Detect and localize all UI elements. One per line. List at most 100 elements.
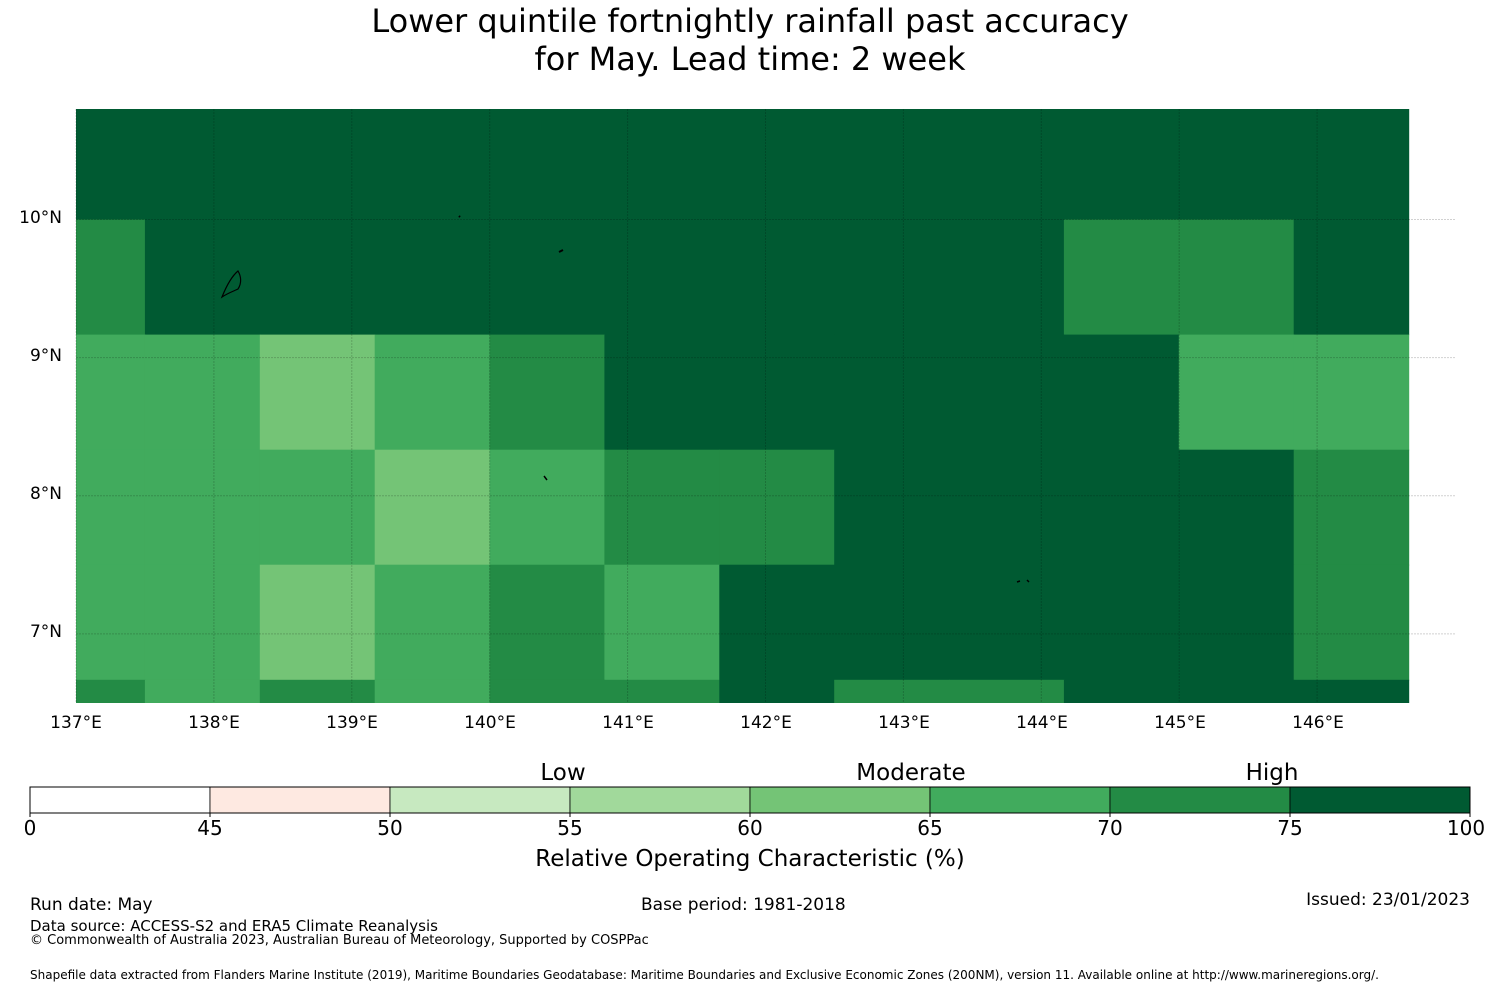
- island-outline: [220, 270, 242, 299]
- heatmap-cell: [604, 449, 720, 566]
- heatmap-cell: [374, 334, 491, 451]
- colorbar-label: Relative Operating Characteristic (%): [535, 846, 965, 872]
- x-tick-label: 143°E: [878, 713, 930, 733]
- x-tick-label: 141°E: [602, 713, 654, 733]
- heatmap-cell: [374, 219, 491, 336]
- heatmap-cell: [374, 679, 491, 703]
- heatmap-cells: [76, 109, 1410, 703]
- heatmap-cell: [604, 679, 720, 703]
- heatmap-cell: [489, 219, 606, 336]
- heatmap-cell: [1063, 219, 1180, 336]
- heatmap-cell: [949, 219, 1065, 336]
- island-outline: [558, 249, 564, 253]
- heatmap-cell: [1293, 679, 1410, 703]
- y-tick-label: 10°N: [19, 208, 62, 228]
- x-tick-label: 142°E: [740, 713, 792, 733]
- band-label-low: Low: [540, 760, 586, 786]
- colorbar-tick-label: 60: [737, 816, 763, 840]
- colorbar-tick-label: 100: [1446, 816, 1486, 840]
- heatmap-cell: [489, 334, 606, 451]
- island-outline: [543, 475, 548, 481]
- heatmap-cell: [259, 564, 376, 681]
- heatmap-cell: [1063, 109, 1180, 221]
- heatmap-cell: [1178, 679, 1295, 703]
- heatmap-cell: [949, 449, 1065, 566]
- heatmap-cell: [834, 449, 950, 566]
- heatmap-cell: [144, 564, 261, 681]
- y-tick-label: 9°N: [29, 346, 62, 366]
- heatmap-cell: [374, 564, 491, 681]
- heatmap-cell: [259, 679, 376, 703]
- heatmap-cell: [1293, 564, 1410, 681]
- heatmap-cell: [719, 219, 835, 336]
- heatmap-cell: [949, 109, 1065, 221]
- y-tick-label: 7°N: [29, 622, 62, 642]
- copyright: © Commonwealth of Australia 2023, Austra…: [30, 933, 649, 948]
- band-label-moderate: Moderate: [856, 760, 966, 786]
- heatmap-cell: [604, 219, 720, 336]
- heatmap-cell: [489, 109, 606, 221]
- heatmap-cell: [144, 679, 261, 703]
- heatmap-cell: [259, 334, 376, 451]
- base-period: Base period: 1981-2018: [641, 895, 846, 915]
- heatmap-cell: [834, 334, 950, 451]
- data-source: Data source: ACCESS-S2 and ERA5 Climate …: [30, 917, 438, 935]
- heatmap-cell: [604, 109, 720, 221]
- island-outline: [458, 215, 461, 218]
- heatmap-cell: [719, 334, 835, 451]
- heatmap-cell: [834, 109, 950, 221]
- heatmap-cell: [1063, 564, 1180, 681]
- heatmap-cell: [1178, 564, 1295, 681]
- heatmap-cell: [604, 564, 720, 681]
- chart-title-line2: for May. Lead time: 2 week: [534, 40, 966, 78]
- colorbar-tick-label: 50: [377, 816, 403, 840]
- chart-title: Lower quintile fortnightly rainfall past…: [0, 2, 1500, 78]
- chart-title-line1: Lower quintile fortnightly rainfall past…: [371, 2, 1129, 40]
- colorbar-tick-label: 65: [917, 816, 943, 840]
- x-tick-label: 140°E: [464, 713, 516, 733]
- y-tick-label: 8°N: [29, 484, 62, 504]
- heatmap-cell: [949, 679, 1065, 703]
- colorbar-tick-label: 45: [197, 816, 223, 840]
- heatmap-cell: [259, 219, 376, 336]
- heatmap-cell: [489, 449, 606, 566]
- x-tick-label: 144°E: [1016, 713, 1068, 733]
- colorbar-tick-label: 70: [1097, 816, 1123, 840]
- heatmap-cell: [1063, 334, 1180, 451]
- heatmap-cell: [719, 564, 835, 681]
- heatmap-cell: [76, 449, 146, 566]
- heatmap-cell: [719, 679, 835, 703]
- heatmap-cell: [144, 334, 261, 451]
- heatmap-cell: [144, 109, 261, 221]
- issued-date: Issued: 23/01/2023: [1306, 890, 1470, 910]
- heatmap-cell: [76, 564, 146, 681]
- band-label-high: High: [1245, 760, 1299, 786]
- heatmap-cell: [144, 219, 261, 336]
- heatmap-cell: [1063, 449, 1180, 566]
- heatmap-cell: [1293, 219, 1410, 336]
- heatmap-cell: [259, 109, 376, 221]
- heatmap-cell: [834, 219, 950, 336]
- heatmap-cell: [76, 109, 146, 221]
- x-tick-label: 139°E: [326, 713, 378, 733]
- colorbar-tick-label: 55: [557, 816, 583, 840]
- heatmap-cell: [1178, 334, 1295, 451]
- heatmap-cell: [489, 564, 606, 681]
- heatmap-cell: [374, 449, 491, 566]
- heatmap-cell: [949, 334, 1065, 451]
- heatmap-cell: [144, 449, 261, 566]
- heatmap-cell: [1178, 109, 1295, 221]
- colorbar-tick-label: 75: [1277, 816, 1303, 840]
- shapefile-credit: Shapefile data extracted from Flanders M…: [30, 968, 1379, 982]
- x-tick-label: 146°E: [1292, 713, 1344, 733]
- heatmap-cell: [719, 109, 835, 221]
- heatmap-cell: [1293, 449, 1410, 566]
- heatmap-cell: [76, 679, 146, 703]
- heatmap-cell: [259, 449, 376, 566]
- run-date: Run date: May: [30, 895, 153, 915]
- heatmap-cell: [76, 219, 146, 336]
- heatmap-cell: [834, 564, 950, 681]
- heatmap-cell: [76, 334, 146, 451]
- heatmap-cell: [719, 449, 835, 566]
